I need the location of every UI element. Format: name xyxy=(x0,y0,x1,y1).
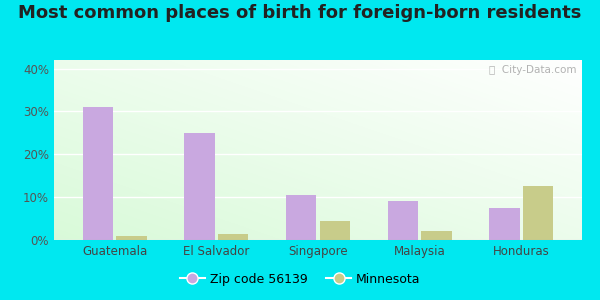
Bar xyxy=(388,201,418,240)
Bar xyxy=(523,186,553,240)
Bar xyxy=(184,133,215,240)
Bar xyxy=(286,195,316,240)
Bar xyxy=(218,234,248,240)
Text: ⓘ  City-Data.com: ⓘ City-Data.com xyxy=(489,65,577,75)
Bar xyxy=(320,221,350,240)
Text: Most common places of birth for foreign-born residents: Most common places of birth for foreign-… xyxy=(19,4,581,22)
Bar xyxy=(83,107,113,240)
Bar xyxy=(116,236,147,240)
Legend: Zip code 56139, Minnesota: Zip code 56139, Minnesota xyxy=(175,268,425,291)
Bar xyxy=(421,231,452,240)
Bar xyxy=(489,208,520,240)
